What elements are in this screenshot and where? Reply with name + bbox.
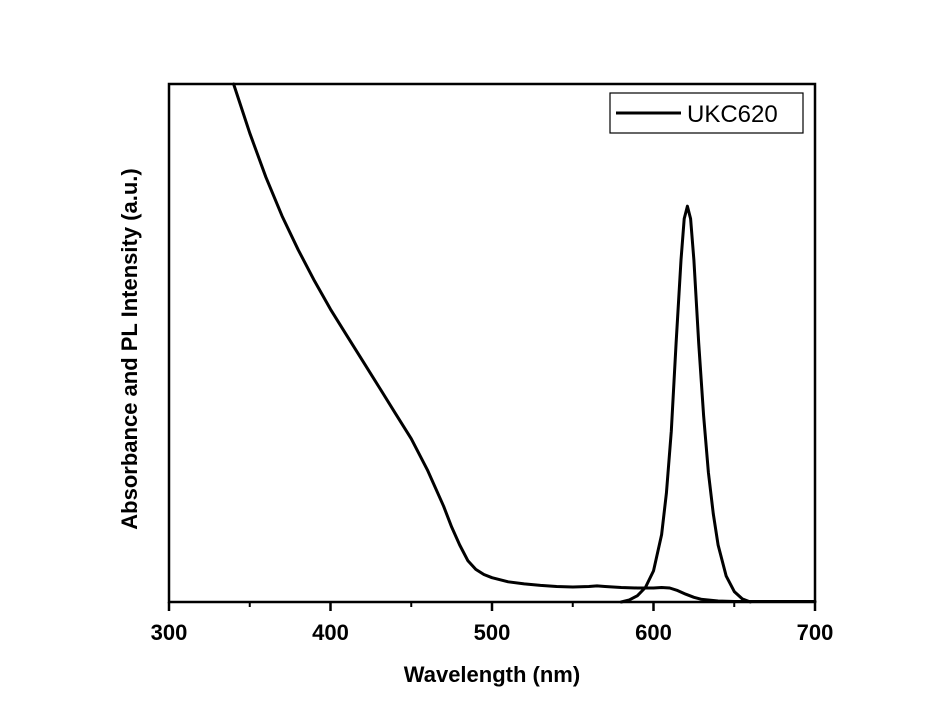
series-group (232, 82, 817, 604)
legend: UKC620 (609, 92, 804, 134)
x-tick-label: 700 (797, 620, 834, 645)
x-tick-label: 600 (635, 620, 672, 645)
legend-label: UKC620 (687, 101, 778, 128)
series-line-pl (619, 204, 752, 604)
x-tick-marks (167, 602, 817, 611)
series-line-absorbance (232, 82, 817, 603)
x-axis-title: Wavelength (nm) (404, 662, 580, 687)
x-tick-label: 400 (312, 620, 349, 645)
plot-frame (167, 82, 817, 604)
x-tick-label: 500 (474, 620, 511, 645)
x-tick-labels: 300 400 500 600 700 (151, 620, 834, 645)
x-tick-label: 300 (151, 620, 188, 645)
y-axis-title: Absorbance and PL Intensity (a.u.) (117, 168, 142, 529)
